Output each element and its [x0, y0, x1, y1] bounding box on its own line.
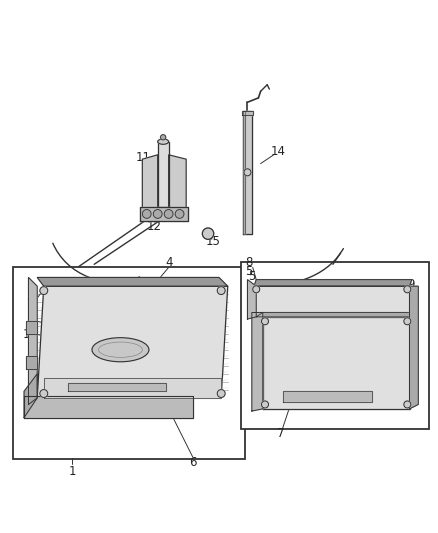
Text: 9: 9 — [407, 278, 415, 292]
Circle shape — [217, 287, 225, 295]
Text: 14: 14 — [271, 146, 286, 158]
Text: 11: 11 — [136, 151, 151, 164]
Circle shape — [40, 287, 48, 295]
Text: 5: 5 — [407, 341, 414, 354]
Polygon shape — [26, 321, 37, 334]
Text: 8: 8 — [245, 256, 252, 270]
Text: 5: 5 — [26, 290, 33, 303]
Polygon shape — [243, 111, 252, 233]
Polygon shape — [410, 286, 418, 409]
Text: 10: 10 — [22, 328, 37, 341]
Polygon shape — [243, 111, 245, 233]
Polygon shape — [24, 395, 193, 418]
Text: 1: 1 — [68, 465, 76, 478]
Polygon shape — [158, 142, 169, 207]
Polygon shape — [256, 312, 412, 317]
Polygon shape — [263, 317, 410, 409]
Circle shape — [253, 286, 260, 293]
Text: 5: 5 — [206, 348, 213, 361]
Polygon shape — [252, 312, 263, 411]
Circle shape — [164, 209, 173, 219]
Polygon shape — [28, 278, 37, 405]
Circle shape — [142, 209, 151, 219]
Polygon shape — [140, 207, 188, 221]
Text: 4: 4 — [165, 256, 173, 270]
Text: 12: 12 — [147, 220, 162, 233]
Text: 15: 15 — [206, 235, 221, 248]
Circle shape — [244, 169, 251, 176]
Text: 7: 7 — [276, 427, 284, 440]
Polygon shape — [254, 280, 412, 286]
Polygon shape — [26, 356, 37, 369]
Bar — [241, 262, 429, 429]
Circle shape — [202, 228, 214, 239]
Circle shape — [261, 401, 268, 408]
Circle shape — [261, 318, 268, 325]
Circle shape — [175, 209, 184, 219]
Circle shape — [404, 401, 411, 408]
Circle shape — [217, 390, 225, 398]
Text: 10: 10 — [385, 393, 399, 407]
Circle shape — [404, 318, 411, 325]
Text: 5: 5 — [248, 270, 255, 282]
Circle shape — [153, 209, 162, 219]
Polygon shape — [247, 280, 256, 319]
Circle shape — [404, 286, 411, 293]
Polygon shape — [283, 391, 372, 402]
Text: 6: 6 — [189, 456, 197, 469]
Bar — [13, 266, 245, 459]
Polygon shape — [24, 374, 37, 418]
Text: 5: 5 — [245, 265, 252, 278]
Ellipse shape — [158, 139, 169, 144]
Polygon shape — [169, 155, 186, 212]
Text: 3: 3 — [26, 315, 33, 328]
Circle shape — [160, 135, 166, 140]
Polygon shape — [242, 111, 253, 115]
Circle shape — [40, 390, 48, 398]
Text: 2: 2 — [73, 396, 81, 409]
Ellipse shape — [92, 338, 149, 362]
Polygon shape — [37, 286, 228, 398]
Polygon shape — [142, 155, 158, 212]
Polygon shape — [44, 378, 221, 398]
Polygon shape — [254, 286, 412, 317]
Polygon shape — [37, 278, 228, 286]
Polygon shape — [68, 383, 166, 391]
